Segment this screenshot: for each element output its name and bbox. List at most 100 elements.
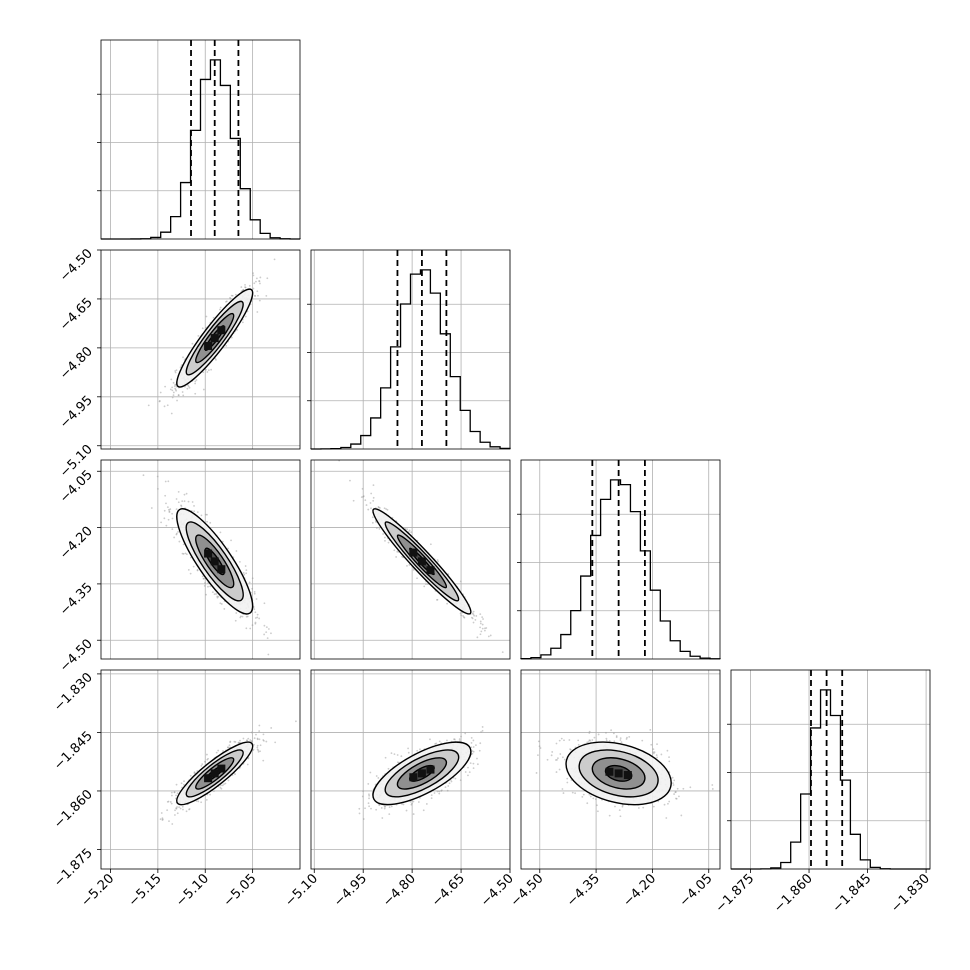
- scatter-point: [663, 803, 666, 806]
- scatter-point: [253, 737, 256, 740]
- scatter-point: [262, 733, 265, 736]
- scatter-point: [259, 276, 262, 279]
- scatter-point: [202, 371, 205, 374]
- scatter-point: [167, 480, 170, 483]
- scatter-point: [362, 495, 365, 498]
- scatter-point: [546, 758, 549, 761]
- scatter-point: [656, 756, 659, 759]
- scatter-point: [226, 746, 229, 749]
- scatter-point: [171, 389, 174, 392]
- scatter-point: [237, 741, 240, 744]
- scatter-point: [400, 755, 403, 758]
- scatter-point: [164, 480, 167, 483]
- scatter-point: [183, 493, 186, 496]
- scatter-point: [396, 761, 399, 764]
- scatter-point: [229, 297, 232, 300]
- scatter-panel-3-0: [100, 669, 301, 870]
- scatter-point: [213, 790, 215, 793]
- scatter-point: [478, 749, 481, 752]
- density-peak-cell: [217, 565, 226, 574]
- scatter-point: [172, 381, 175, 384]
- scatter-point: [460, 735, 462, 738]
- scatter-point: [168, 511, 171, 513]
- scatter-point: [249, 739, 252, 741]
- scatter-point: [219, 786, 222, 789]
- scatter-point: [438, 792, 441, 795]
- scatter-point: [470, 736, 473, 739]
- scatter-point: [672, 782, 674, 785]
- scatter-point: [393, 753, 396, 756]
- scatter-point: [188, 808, 190, 811]
- scatter-point: [274, 741, 277, 744]
- scatter-point: [256, 311, 259, 313]
- scatter-point: [446, 739, 448, 742]
- y-tick-label-3: −1.875: [51, 846, 96, 891]
- scatter-point: [471, 617, 474, 620]
- scatter-point: [210, 368, 213, 371]
- scatter-point: [361, 487, 364, 490]
- scatter-point: [176, 792, 179, 795]
- scatter-point: [480, 630, 483, 633]
- scatter-point: [589, 795, 592, 798]
- scatter-point: [588, 732, 591, 734]
- scatter-point: [245, 572, 248, 575]
- scatter-point: [472, 621, 475, 624]
- scatter-point: [225, 344, 228, 347]
- scatter-point: [193, 505, 195, 507]
- scatter-point: [236, 329, 238, 331]
- scatter-point: [614, 805, 616, 808]
- scatter-point: [183, 500, 186, 503]
- scatter-point: [219, 306, 222, 309]
- scatter-point: [194, 382, 197, 385]
- scatter-point: [481, 627, 484, 630]
- scatter-point: [388, 813, 391, 816]
- scatter-point: [257, 750, 260, 753]
- scatter-point: [160, 812, 163, 814]
- scatter-point: [673, 793, 676, 795]
- scatter-point: [501, 651, 504, 653]
- scatter-point: [482, 618, 484, 620]
- scatter-point: [205, 593, 207, 596]
- scatter-point: [411, 802, 413, 805]
- scatter-point: [265, 631, 268, 634]
- scatter-point: [212, 316, 215, 319]
- scatter-point: [471, 612, 474, 615]
- scatter-point: [181, 805, 184, 808]
- scatter-point: [209, 585, 212, 588]
- scatter-point: [258, 299, 261, 302]
- scatter-point: [479, 620, 482, 623]
- scatter-point: [234, 773, 236, 776]
- scatter-point: [266, 637, 269, 640]
- scatter-point: [147, 404, 150, 407]
- density-peak-cell: [614, 769, 623, 778]
- scatter-point: [242, 737, 245, 740]
- scatter-point: [250, 731, 253, 734]
- scatter-point: [407, 751, 410, 754]
- scatter-point: [142, 474, 145, 477]
- scatter-point: [369, 502, 372, 504]
- scatter-point: [383, 536, 386, 539]
- scatter-point: [487, 635, 490, 638]
- scatter-point: [481, 729, 484, 732]
- scatter-point: [196, 511, 199, 514]
- scatter-point: [240, 286, 243, 288]
- scatter-point: [370, 492, 373, 495]
- scatter-point: [358, 807, 361, 810]
- panel-content: [311, 670, 510, 869]
- scatter-point: [229, 740, 232, 743]
- density-peak-cell: [210, 557, 219, 566]
- scatter-point: [189, 572, 192, 575]
- scatter-point: [569, 748, 571, 750]
- scatter-point: [215, 751, 218, 754]
- scatter-point: [259, 750, 261, 753]
- scatter-point: [406, 564, 408, 567]
- scatter-point: [258, 738, 261, 741]
- scatter-point: [653, 751, 656, 754]
- scatter-point: [254, 617, 257, 619]
- scatter-point: [222, 750, 224, 752]
- scatter-point: [613, 740, 616, 743]
- scatter-point: [535, 772, 538, 774]
- scatter-point: [410, 531, 413, 534]
- scatter-point: [241, 615, 244, 618]
